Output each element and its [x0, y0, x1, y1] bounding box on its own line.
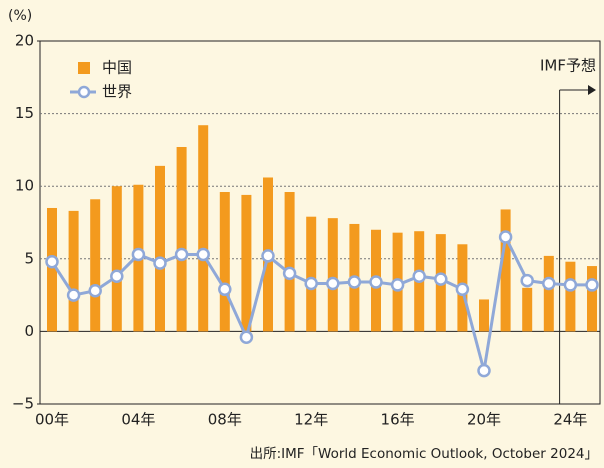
line-point — [153, 256, 167, 270]
line-point — [239, 330, 254, 344]
bar — [68, 210, 79, 332]
bar — [479, 299, 489, 332]
line-point — [282, 266, 297, 281]
bar — [522, 287, 533, 332]
line-point — [369, 275, 383, 289]
bar — [565, 261, 576, 332]
line-point — [218, 282, 232, 297]
bar — [90, 199, 101, 332]
bar — [241, 194, 252, 332]
legend-swatch — [78, 62, 90, 74]
bar — [219, 192, 230, 332]
line-point — [390, 278, 405, 292]
source-note: 出所:IMF「World Economic Outlook, October 2… — [250, 446, 598, 462]
y-tick-label: 15 — [15, 104, 34, 122]
bar — [111, 186, 122, 332]
line-point — [412, 269, 426, 283]
x-tick-label: 24年 — [553, 411, 587, 429]
legend-label: 中国 — [102, 59, 132, 77]
bar — [176, 146, 187, 332]
y-tick-label: 10 — [15, 177, 34, 195]
bar — [543, 255, 554, 332]
y-axis-label: (%) — [8, 8, 32, 24]
y-tick-label: −5 — [12, 395, 34, 413]
line-point — [261, 249, 275, 263]
line-point — [66, 288, 81, 302]
line-point — [174, 247, 189, 262]
legend-label: 世界 — [102, 83, 132, 101]
x-tick-label: 00年 — [35, 411, 69, 429]
line-point — [131, 247, 146, 262]
line-point — [110, 269, 124, 283]
line-point — [542, 276, 556, 291]
bar — [327, 218, 338, 332]
annotation: IMF予想 — [540, 57, 596, 75]
bar — [155, 165, 165, 332]
line-point — [304, 276, 318, 291]
line-point — [434, 272, 448, 286]
line-point — [498, 230, 513, 244]
bar — [47, 207, 57, 332]
y-tick-label: 0 — [24, 322, 34, 340]
legend-swatch-point — [77, 85, 91, 99]
plot-area — [39, 40, 601, 405]
line-point — [563, 278, 578, 292]
bar — [306, 216, 317, 332]
line-point — [520, 273, 534, 288]
x-tick-label: 20年 — [467, 411, 501, 429]
line-point — [196, 247, 210, 262]
line-point — [88, 283, 102, 298]
bar — [284, 192, 295, 332]
y-tick-label: 20 — [15, 32, 34, 50]
line-point — [585, 278, 599, 292]
bar — [500, 209, 511, 332]
line-point — [347, 275, 362, 289]
line-point — [455, 282, 470, 297]
line-point — [45, 254, 59, 269]
forecast-arrowhead — [588, 85, 596, 95]
line-point — [326, 276, 340, 291]
bar — [198, 125, 209, 332]
x-tick-label: 08年 — [208, 411, 242, 429]
x-tick-label: 12年 — [294, 411, 328, 429]
line-point — [477, 363, 491, 378]
x-tick-label: 04年 — [121, 411, 155, 429]
bar — [587, 266, 597, 332]
y-tick-label: 5 — [24, 249, 34, 267]
x-tick-label: 16年 — [381, 411, 415, 429]
